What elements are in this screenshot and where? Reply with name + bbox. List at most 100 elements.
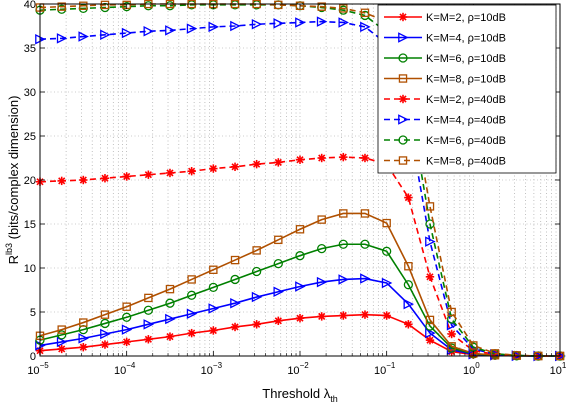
data-point xyxy=(57,176,66,186)
legend-label: K=M=6, ρ=10dB xyxy=(426,53,506,65)
marker-stroke xyxy=(188,329,196,337)
data-point xyxy=(360,8,370,18)
data-point xyxy=(230,297,241,309)
data-point xyxy=(469,341,478,350)
data-point xyxy=(143,305,154,315)
data-point xyxy=(273,18,284,29)
data-point xyxy=(100,29,111,41)
data-point xyxy=(490,349,500,358)
marker-stroke xyxy=(253,320,261,328)
marker-stroke xyxy=(399,95,407,103)
data-point xyxy=(338,239,348,249)
data-point xyxy=(295,281,306,292)
data-point xyxy=(230,162,240,171)
data-point xyxy=(316,16,328,27)
data-point xyxy=(382,311,391,320)
data-point xyxy=(208,21,219,33)
data-point xyxy=(425,236,436,247)
data-point xyxy=(187,275,196,284)
y-tick-label: 10 xyxy=(24,263,36,275)
data-point xyxy=(425,202,435,211)
marker-stroke xyxy=(209,326,217,335)
x-tick-label: 10−4 xyxy=(114,361,136,377)
data-point xyxy=(360,21,371,33)
data-point xyxy=(251,291,263,303)
data-point xyxy=(447,329,456,339)
data-point xyxy=(295,225,305,234)
data-point xyxy=(404,193,413,202)
data-point xyxy=(295,1,305,10)
y-tick-label: 30 xyxy=(24,87,36,99)
data-point xyxy=(404,320,413,329)
data-point xyxy=(274,158,283,167)
data-point xyxy=(381,277,393,289)
data-point xyxy=(122,337,131,347)
data-point xyxy=(230,322,240,332)
data-point xyxy=(187,167,196,176)
data-point xyxy=(57,2,66,11)
legend-marker xyxy=(398,74,408,83)
data-point xyxy=(360,310,370,319)
data-point xyxy=(360,153,370,163)
marker-stroke xyxy=(318,312,326,320)
data-point xyxy=(360,239,370,249)
y-tick-label: 40 xyxy=(24,0,36,11)
data-point xyxy=(100,340,110,349)
legend-label: K=M=8, ρ=10dB xyxy=(426,74,506,86)
grid xyxy=(40,4,560,356)
legend-entry: K=M=4, ρ=40dB xyxy=(384,114,506,127)
marker-stroke xyxy=(144,335,152,343)
data-point xyxy=(186,308,198,320)
data-point xyxy=(252,246,261,255)
marker-stroke xyxy=(274,158,282,166)
marker-stroke xyxy=(123,172,131,181)
marker-stroke xyxy=(144,171,152,179)
data-point xyxy=(209,164,218,173)
data-point xyxy=(100,0,110,10)
data-point xyxy=(273,258,283,269)
data-point xyxy=(512,351,521,360)
data-point xyxy=(295,251,305,261)
marker-stroke xyxy=(58,177,66,185)
legend-entry: K=M=6, ρ=40dB xyxy=(384,135,506,147)
legend-label: K=M=4, ρ=40dB xyxy=(426,115,506,127)
y-tick-label: 25 xyxy=(24,131,36,143)
data-point xyxy=(79,343,88,352)
data-point xyxy=(425,272,435,281)
data-point xyxy=(339,209,348,218)
data-point xyxy=(230,20,241,32)
marker-stroke xyxy=(231,163,239,171)
x-tick-label: 10−5 xyxy=(27,361,49,377)
data-point xyxy=(79,1,88,10)
data-point xyxy=(165,284,175,294)
legend-marker xyxy=(398,32,409,43)
data-point xyxy=(57,344,66,354)
data-point xyxy=(274,0,283,10)
data-point xyxy=(360,209,370,218)
legend-entry: K=M=8, ρ=10dB xyxy=(384,74,506,86)
marker-stroke xyxy=(296,314,304,322)
data-point xyxy=(295,17,306,28)
marker-stroke xyxy=(296,156,304,164)
marker-stroke xyxy=(101,340,109,349)
data-point xyxy=(274,316,283,325)
data-point xyxy=(122,302,131,311)
marker-stroke xyxy=(79,343,87,351)
marker-stroke xyxy=(166,333,174,341)
legend-marker xyxy=(398,156,408,165)
legend-marker xyxy=(398,12,408,22)
data-point xyxy=(208,282,218,292)
data-point xyxy=(251,18,263,30)
data-point xyxy=(209,265,218,274)
legend-entry: K=M=2, ρ=10dB xyxy=(384,12,506,24)
legend-box xyxy=(377,4,557,174)
legend-entry: K=M=2, ρ=40dB xyxy=(384,94,506,106)
marker-stroke xyxy=(209,164,217,173)
data-point xyxy=(100,328,111,340)
data-point xyxy=(209,326,218,335)
x-tick-label: 10−1 xyxy=(374,361,396,377)
marker-stroke xyxy=(274,317,282,325)
data-point xyxy=(230,274,240,285)
data-point xyxy=(338,274,349,285)
